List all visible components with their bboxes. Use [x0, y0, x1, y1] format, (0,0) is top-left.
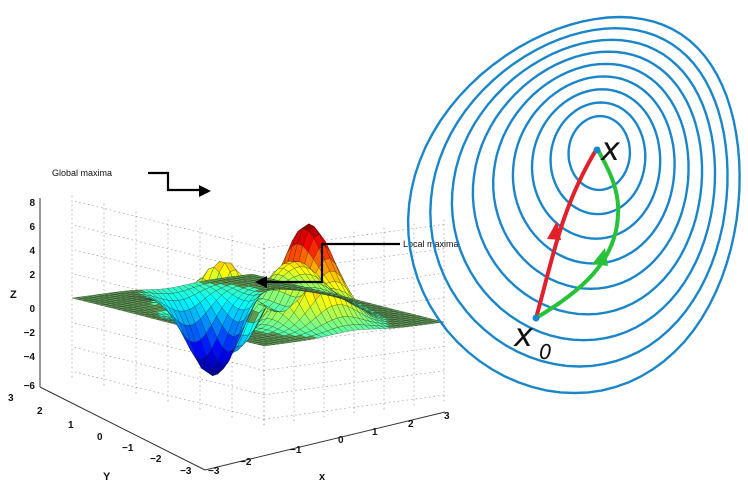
z-tick-label: −6	[24, 381, 36, 392]
red-path	[534, 148, 598, 319]
global-maxima-arrowhead	[199, 185, 211, 197]
global-maxima-arrow	[148, 171, 200, 192]
end-label: x	[600, 130, 621, 168]
z-tick-label: −4	[24, 352, 36, 363]
green-path-arrowhead	[592, 248, 608, 266]
z-tick-label: 0	[29, 304, 35, 315]
start-point	[532, 314, 540, 322]
local-maxima-label: Local maxima	[403, 239, 459, 249]
y-tick-labels: 3 2 1 0 −1 −2 −3	[8, 393, 192, 477]
x-tick-label: 1	[372, 427, 378, 438]
z-tick-label: −2	[24, 328, 36, 339]
z-tick-label: 4	[29, 246, 35, 257]
y-tick-label: −2	[150, 454, 162, 465]
x-tick-labels: −3 −2 −1 0 1 2 3	[208, 411, 450, 477]
red-path-arrowhead	[547, 221, 561, 240]
local-maxima-arrowhead	[255, 276, 267, 288]
x-tick-label: −1	[290, 445, 302, 456]
z-tick-label: 2	[29, 270, 35, 281]
contour-diagram: x 0 x	[406, 15, 741, 395]
contour-line	[429, 26, 729, 368]
contour-line	[406, 15, 741, 395]
y-tick-label: 1	[68, 420, 74, 431]
surface-mesh	[71, 223, 445, 377]
y-tick-label: −3	[180, 466, 192, 477]
x-tick-label: 0	[338, 435, 344, 446]
global-maxima-label: Global maxima	[52, 168, 112, 178]
x-tick-label: 3	[444, 411, 450, 422]
green-path	[534, 149, 621, 320]
x-tick-label: 2	[408, 419, 414, 430]
z-tick-label: 6	[29, 222, 35, 233]
y-tick-label: 2	[37, 406, 43, 417]
contour-line	[530, 88, 662, 240]
local-maxima-arrow	[266, 242, 400, 284]
z-tick-label: 8	[29, 198, 35, 209]
contour-line	[450, 38, 717, 342]
z-tick-labels: 8 6 4 2 0 −2 −4 −6	[24, 198, 36, 392]
contour-line	[471, 50, 704, 316]
z-axis-label: Z	[10, 289, 17, 301]
y-tick-label: −1	[122, 443, 134, 454]
contour-line	[549, 101, 647, 216]
x-tick-label: −2	[240, 457, 252, 468]
start-label: x	[513, 316, 534, 354]
contour-line	[491, 62, 690, 291]
y-axis-label: Y	[103, 471, 111, 483]
surface-plot: Global maxima Local maxima 8 6 4 2 0 −2 …	[8, 168, 459, 483]
contour-lines	[406, 15, 741, 395]
y-tick-label: 0	[97, 432, 103, 443]
x-tick-label: −3	[208, 466, 220, 477]
contour-line	[511, 75, 676, 265]
surface-facet	[246, 273, 258, 277]
y-tick-label: 3	[8, 393, 14, 404]
start-label-subscript: 0	[539, 340, 552, 364]
x-axis-label: x	[319, 471, 326, 483]
end-point	[593, 146, 601, 154]
